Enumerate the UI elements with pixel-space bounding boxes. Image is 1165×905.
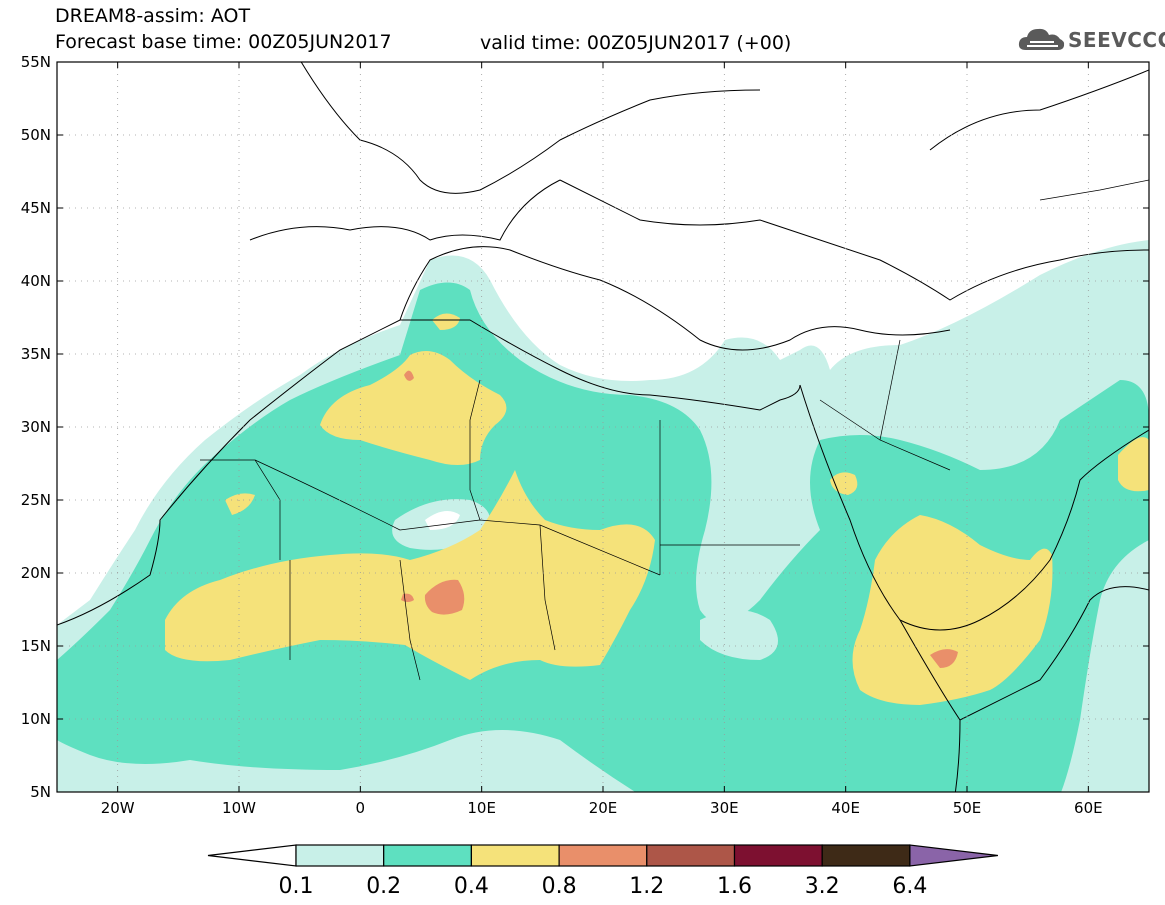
lat-tick-label: 55N	[21, 53, 51, 71]
lat-tick-label: 5N	[30, 783, 51, 801]
colorbar-swatch	[470, 844, 560, 867]
axis-ticks	[57, 61, 1149, 793]
latitude-labels: 5N 10N 15N 20N 25N 30N 35N 40N 45N 50N 55N	[21, 53, 51, 801]
aot-band-0.4	[320, 351, 507, 465]
colorbar-label: 6.4	[892, 874, 927, 899]
colorbar-label: 3.2	[805, 874, 840, 899]
aot-band-0.8	[930, 649, 958, 668]
colorbar-swatch	[733, 844, 823, 867]
lon-tick-label: 20E	[589, 799, 618, 817]
lat-tick-label: 30N	[21, 418, 51, 436]
country-borders	[200, 179, 1149, 681]
colorbar-high-extend	[909, 844, 998, 867]
lat-tick-label: 45N	[21, 199, 51, 217]
lon-tick-label: 10W	[222, 799, 256, 817]
longitude-labels: 20W 10W 0 10E 20E 30E 40E 50E 60E	[101, 799, 1103, 817]
lon-tick-label: 60E	[1074, 799, 1103, 817]
lat-tick-label: 20N	[21, 564, 51, 582]
colorbar-swatch	[646, 844, 736, 867]
aot-low-pocket	[700, 610, 778, 660]
logo-text: SEEVCCC	[1068, 28, 1165, 52]
colorbar-label: 1.2	[629, 874, 664, 899]
seevccc-logo: SEEVCCC	[1018, 24, 1165, 54]
aot-band-0.4	[165, 470, 655, 680]
colorbar-label: 0.1	[279, 874, 314, 899]
lat-tick-label: 40N	[21, 272, 51, 290]
colorbar: 0.1 0.2 0.4 0.8 1.2 1.6 3.2 6.4	[207, 844, 998, 899]
cloud-icon	[1018, 28, 1065, 50]
lon-tick-label: 20W	[101, 799, 135, 817]
lat-tick-label: 15N	[21, 637, 51, 655]
colorbar-label: 0.4	[454, 874, 489, 899]
colorbar-swatch	[295, 844, 385, 867]
lon-tick-label: 40E	[831, 799, 860, 817]
colorbar-label: 0.2	[366, 874, 401, 899]
colorbar-swatch	[383, 844, 473, 867]
lon-tick-label: 50E	[953, 799, 982, 817]
coastlines	[57, 62, 1149, 792]
lon-tick-label: 0	[356, 799, 366, 817]
chart-title: DREAM8-assim: AOT	[55, 5, 251, 27]
colorbar-swatch	[558, 844, 648, 867]
aot-low-pocket	[425, 511, 460, 530]
colorbar-label: 1.6	[717, 874, 752, 899]
lat-tick-label: 10N	[21, 710, 51, 728]
aot-band-0.4	[432, 313, 460, 330]
aot-band-0.8	[404, 370, 414, 381]
aot-band-0.4	[1118, 437, 1149, 492]
colorbar-low-extend	[207, 844, 297, 867]
valid-time: valid time: 00Z05JUN2017 (+00)	[480, 32, 792, 54]
aot-band-0.8	[424, 579, 465, 615]
aot-band-0.4	[225, 493, 255, 515]
map-grid	[57, 62, 1149, 792]
lon-tick-label: 30E	[710, 799, 739, 817]
aot-field	[57, 240, 1149, 792]
lat-tick-label: 50N	[21, 126, 51, 144]
lon-tick-label: 10E	[467, 799, 496, 817]
lat-tick-label: 35N	[21, 345, 51, 363]
colorbar-label: 0.8	[542, 874, 577, 899]
aot-band-0.4	[852, 515, 1053, 705]
colorbar-swatch	[821, 844, 911, 867]
lat-tick-label: 25N	[21, 491, 51, 509]
forecast-base-time: Forecast base time: 00Z05JUN2017	[55, 31, 392, 53]
